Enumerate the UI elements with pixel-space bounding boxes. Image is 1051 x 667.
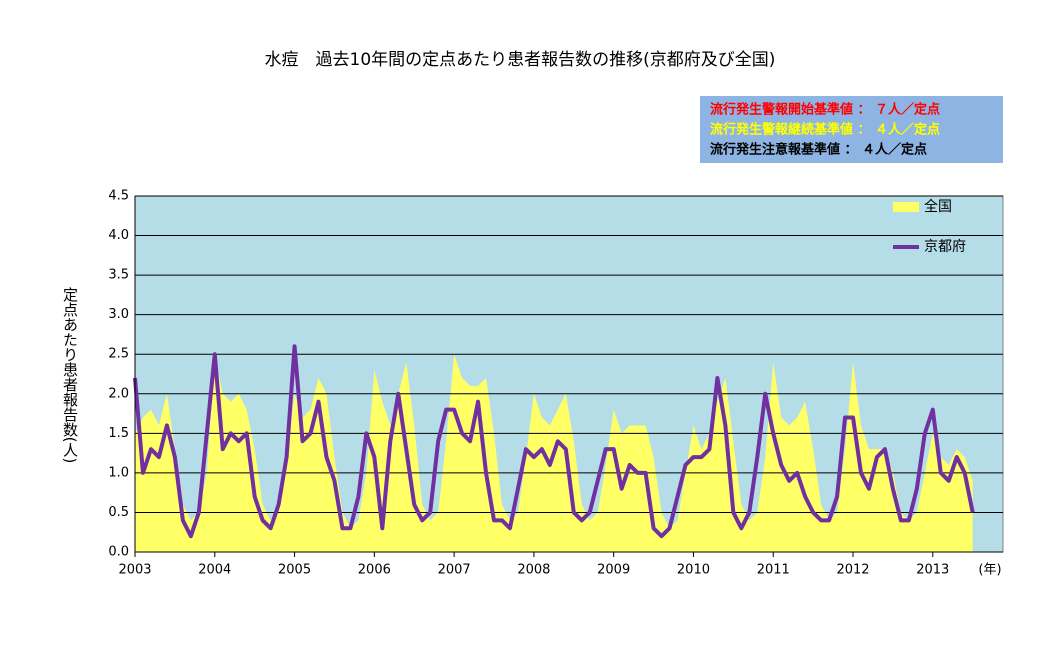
x-tick-label: 2011 xyxy=(757,563,790,578)
x-tick-label: 2008 xyxy=(517,563,550,578)
legend-label: 全国 xyxy=(924,198,952,215)
y-tick-label: 4.0 xyxy=(108,228,129,243)
y-tick-label: 0.5 xyxy=(108,505,129,520)
x-tick-label: 2004 xyxy=(198,563,231,578)
x-axis-label: (年) xyxy=(978,563,1001,578)
line xyxy=(133,344,975,539)
y-tick-label: 2.0 xyxy=(108,386,129,401)
note: 流行発生警報開始基準値 ： ７人／定点 xyxy=(710,102,940,118)
y-tick-label: 1.5 xyxy=(108,426,129,441)
y-tick-label: 1.0 xyxy=(108,465,129,480)
x-tick-label: 2007 xyxy=(438,563,471,578)
y-tick-label: 2.5 xyxy=(108,347,129,362)
legend-label: 京都府 xyxy=(924,239,966,255)
x-tick-label: 2012 xyxy=(836,563,869,578)
x-tick-label: 2010 xyxy=(677,563,710,578)
note: 流行発生警報継続基準値 ： ４人／定点 xyxy=(710,122,940,138)
x-tick-label: 2005 xyxy=(278,563,311,578)
y-tick-label: 0.0 xyxy=(108,545,129,560)
y-tick-label: 3.0 xyxy=(108,307,129,322)
x-tick-label: 2009 xyxy=(597,563,630,578)
note: 流行発生注意報基準値 ： ４人／定点 xyxy=(710,142,927,158)
y-tick-label: 3.5 xyxy=(108,268,129,283)
legend-swatch xyxy=(893,202,919,212)
y-axis-label: 定点あたり患者報告数(人) xyxy=(61,287,79,464)
y-tick-label: 4.5 xyxy=(108,189,129,204)
note-box xyxy=(700,96,1003,163)
x-tick-label: 2003 xyxy=(118,563,151,578)
x-tick-label: 2006 xyxy=(358,563,391,578)
chart-title: 水痘 過去10年間の定点あたり患者報告数の推移(京都府及び全国) xyxy=(265,50,776,70)
x-tick-label: 2013 xyxy=(916,563,949,578)
